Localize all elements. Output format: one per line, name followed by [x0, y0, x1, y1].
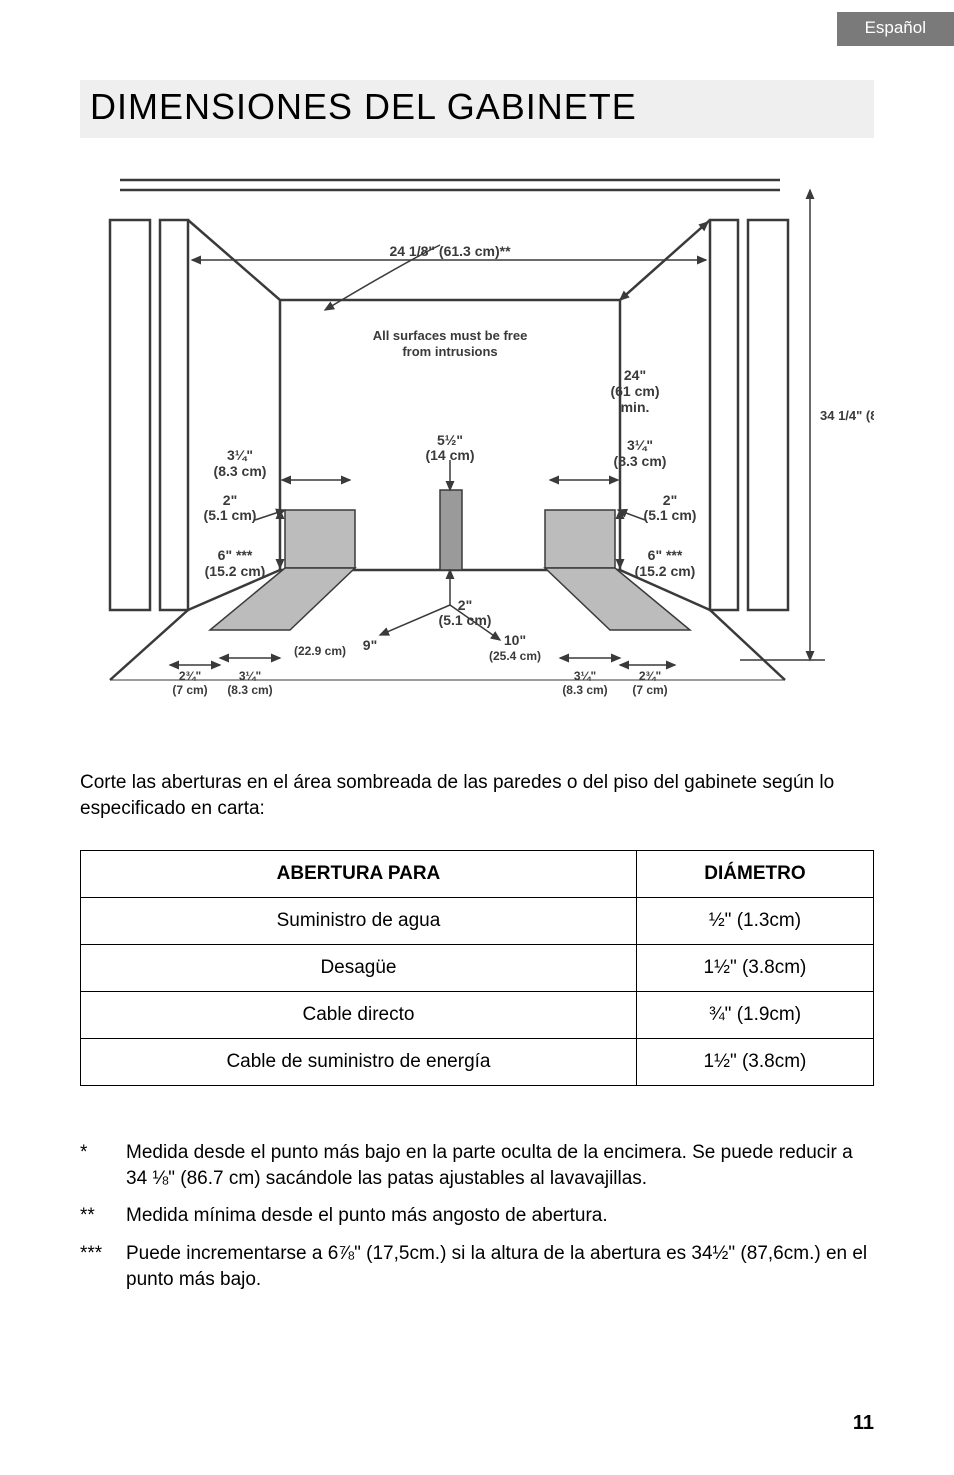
dim-10: 10": [504, 632, 526, 648]
footnote-mark: **: [80, 1203, 126, 1229]
footnote: ** Medida mínima desde el punto más ango…: [80, 1203, 874, 1229]
dim-top-width: 24 1/8" (61.3 cm)**: [389, 243, 511, 259]
footnote: *** Puede incrementarse a 6⅞" (17,5cm.) …: [80, 1241, 874, 1292]
dim-512: 5½": [437, 432, 463, 448]
dim-min: min.: [621, 399, 650, 415]
dim-br314: 3¼": [574, 669, 596, 683]
cell-diameter: 1½" (3.8cm): [636, 945, 873, 992]
cell-opening: Cable de suministro de energía: [81, 1039, 637, 1086]
dim-br234: 2¾": [639, 669, 661, 683]
dim-l2: 2": [223, 492, 237, 508]
table-row: Suministro de agua ½" (1.3cm): [81, 898, 874, 945]
dim-bl314: 3¼": [239, 669, 261, 683]
dim-l314cm: (8.3 cm): [214, 463, 267, 479]
page-title: DIMENSIONES DEL GABINETE: [90, 86, 864, 128]
cell-diameter: ¾" (1.9cm): [636, 992, 873, 1039]
dim-free1: All surfaces must be free: [373, 328, 528, 343]
footnote: * Medida desde el punto más bajo en la p…: [80, 1140, 874, 1191]
table-row: Cable directo ¾" (1.9cm): [81, 992, 874, 1039]
dim-l6cm: (15.2 cm): [205, 563, 266, 579]
dim-bl234cm: (7 cm): [172, 683, 207, 697]
table-header-row: ABERTURA PARA DIÁMETRO: [81, 851, 874, 898]
language-tab: Español: [837, 12, 954, 46]
footnote-text: Puede incrementarse a 6⅞" (17,5cm.) si l…: [126, 1241, 874, 1292]
dim-br234cm: (7 cm): [632, 683, 667, 697]
dim-bl314cm: (8.3 cm): [227, 683, 272, 697]
title-bar: DIMENSIONES DEL GABINETE: [80, 80, 874, 138]
dim-9cm: (22.9 cm): [294, 644, 346, 658]
col-header-opening: ABERTURA PARA: [81, 851, 637, 898]
dim-b2cm: (5.1 cm): [439, 612, 492, 628]
cabinet-diagram: 24 1/8" (61.3 cm)** All surfaces must be…: [80, 160, 874, 730]
dim-r6cm: (15.2 cm): [635, 563, 696, 579]
dim-r314: 3¼": [627, 437, 653, 453]
dim-r2: 2": [663, 492, 677, 508]
cell-diameter: ½" (1.3cm): [636, 898, 873, 945]
cell-opening: Desagüe: [81, 945, 637, 992]
dim-bl234: 2¾": [179, 669, 201, 683]
dim-b2: 2": [458, 597, 472, 613]
dim-24cm: (61 cm): [610, 383, 659, 399]
table-row: Desagüe 1½" (3.8cm): [81, 945, 874, 992]
footnote-text: Medida mínima desde el punto más angosto…: [126, 1203, 608, 1229]
dim-l2cm: (5.1 cm): [204, 507, 257, 523]
dim-9: 9": [363, 637, 377, 653]
dim-r6: 6" ***: [648, 547, 683, 563]
intro-text: Corte las aberturas en el área sombreada…: [80, 770, 874, 821]
dim-24: 24": [624, 367, 646, 383]
footnote-mark: ***: [80, 1241, 126, 1292]
dim-r314cm: (8.3 cm): [614, 453, 667, 469]
col-header-diameter: DIÁMETRO: [636, 851, 873, 898]
cell-opening: Suministro de agua: [81, 898, 637, 945]
cell-opening: Cable directo: [81, 992, 637, 1039]
dim-l314: 3¼": [227, 447, 253, 463]
dim-10cm: (25.4 cm): [489, 649, 541, 663]
dim-r2cm: (5.1 cm): [644, 507, 697, 523]
dim-512cm: (14 cm): [425, 447, 474, 463]
dim-height: 34 1/4" (87cm) min*: [820, 408, 874, 423]
table-row: Cable de suministro de energía 1½" (3.8c…: [81, 1039, 874, 1086]
page-number: 11: [853, 1412, 874, 1435]
dim-free2: from intrusions: [402, 344, 497, 359]
dim-l6: 6" ***: [218, 547, 253, 563]
openings-table: ABERTURA PARA DIÁMETRO Suministro de agu…: [80, 850, 874, 1086]
footnote-mark: *: [80, 1140, 126, 1191]
cell-diameter: 1½" (3.8cm): [636, 1039, 873, 1086]
footnote-text: Medida desde el punto más bajo en la par…: [126, 1140, 874, 1191]
dim-br314cm: (8.3 cm): [562, 683, 607, 697]
footnotes: * Medida desde el punto más bajo en la p…: [80, 1140, 874, 1304]
